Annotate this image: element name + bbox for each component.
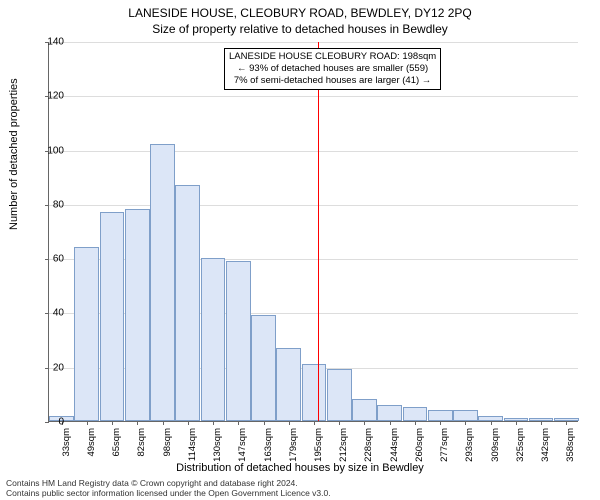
histogram-bar xyxy=(377,405,402,421)
x-tick-label: 33sqm xyxy=(61,428,72,468)
annotation-line1: LANESIDE HOUSE CLEOBURY ROAD: 198sqm xyxy=(229,51,436,63)
footer-line2: Contains public sector information licen… xyxy=(6,488,331,498)
x-tick-label: 195sqm xyxy=(313,428,324,468)
x-tick xyxy=(112,421,113,425)
histogram-bar xyxy=(226,261,251,421)
x-tick-label: 260sqm xyxy=(414,428,425,468)
x-tick-label: 325sqm xyxy=(515,428,526,468)
histogram-bar xyxy=(302,364,327,421)
x-tick xyxy=(213,421,214,425)
reference-line xyxy=(318,42,319,421)
x-tick-label: 114sqm xyxy=(187,428,198,468)
histogram-bar xyxy=(352,399,377,421)
grid-line xyxy=(49,96,578,97)
y-axis-label: Number of detached properties xyxy=(8,78,20,230)
x-tick-label: 147sqm xyxy=(237,428,248,468)
footer-attribution: Contains HM Land Registry data © Crown c… xyxy=(6,478,331,498)
grid-line xyxy=(49,151,578,152)
x-tick-label: 82sqm xyxy=(136,428,147,468)
x-tick xyxy=(339,421,340,425)
x-tick xyxy=(440,421,441,425)
y-tick-label: 120 xyxy=(34,91,64,102)
x-tick xyxy=(264,421,265,425)
annotation-line2: ← 93% of detached houses are smaller (55… xyxy=(229,63,436,75)
y-tick-label: 60 xyxy=(34,254,64,265)
x-tick-label: 309sqm xyxy=(490,428,501,468)
x-tick-label: 130sqm xyxy=(212,428,223,468)
histogram-bar xyxy=(428,410,453,421)
x-tick xyxy=(516,421,517,425)
histogram-bar xyxy=(150,144,175,421)
annotation-box: LANESIDE HOUSE CLEOBURY ROAD: 198sqm← 93… xyxy=(224,48,441,90)
x-tick-label: 277sqm xyxy=(439,428,450,468)
title-block: LANESIDE HOUSE, CLEOBURY ROAD, BEWDLEY, … xyxy=(0,0,600,36)
y-tick-label: 100 xyxy=(34,145,64,156)
x-tick-label: 98sqm xyxy=(162,428,173,468)
y-tick-label: 40 xyxy=(34,308,64,319)
histogram-bar xyxy=(175,185,200,421)
x-tick xyxy=(188,421,189,425)
grid-line xyxy=(49,42,578,43)
y-tick-label: 80 xyxy=(34,199,64,210)
x-tick-label: 358sqm xyxy=(565,428,576,468)
x-tick xyxy=(566,421,567,425)
y-tick-label: 140 xyxy=(34,37,64,48)
x-tick-label: 244sqm xyxy=(389,428,400,468)
histogram-bar xyxy=(403,407,428,421)
x-tick xyxy=(415,421,416,425)
main-title: LANESIDE HOUSE, CLEOBURY ROAD, BEWDLEY, … xyxy=(0,6,600,20)
histogram-bar xyxy=(251,315,276,421)
x-tick-label: 212sqm xyxy=(338,428,349,468)
x-tick xyxy=(238,421,239,425)
x-tick-label: 342sqm xyxy=(540,428,551,468)
sub-title: Size of property relative to detached ho… xyxy=(0,22,600,36)
x-tick-label: 65sqm xyxy=(111,428,122,468)
histogram-bar xyxy=(201,258,226,421)
x-tick-label: 228sqm xyxy=(363,428,374,468)
x-tick xyxy=(137,421,138,425)
x-tick-label: 163sqm xyxy=(263,428,274,468)
x-tick xyxy=(541,421,542,425)
histogram-bar xyxy=(276,348,301,421)
y-tick-label: 20 xyxy=(34,362,64,373)
x-tick-label: 293sqm xyxy=(464,428,475,468)
histogram-bar xyxy=(327,369,352,421)
grid-line xyxy=(49,205,578,206)
plot-area: LANESIDE HOUSE CLEOBURY ROAD: 198sqm← 93… xyxy=(48,42,578,422)
histogram-bar xyxy=(453,410,478,421)
histogram-bar xyxy=(125,209,150,421)
x-tick xyxy=(491,421,492,425)
histogram-bar xyxy=(100,212,125,421)
x-tick xyxy=(465,421,466,425)
y-tick-label: 0 xyxy=(34,417,64,428)
x-tick xyxy=(314,421,315,425)
x-tick xyxy=(163,421,164,425)
x-tick xyxy=(364,421,365,425)
annotation-line3: 7% of semi-detached houses are larger (4… xyxy=(229,75,436,87)
footer-line1: Contains HM Land Registry data © Crown c… xyxy=(6,478,331,488)
x-tick-label: 179sqm xyxy=(288,428,299,468)
chart-area: LANESIDE HOUSE CLEOBURY ROAD: 198sqm← 93… xyxy=(48,42,578,422)
x-tick xyxy=(87,421,88,425)
x-tick-label: 49sqm xyxy=(86,428,97,468)
x-tick xyxy=(289,421,290,425)
histogram-bar xyxy=(74,247,99,421)
x-tick xyxy=(390,421,391,425)
